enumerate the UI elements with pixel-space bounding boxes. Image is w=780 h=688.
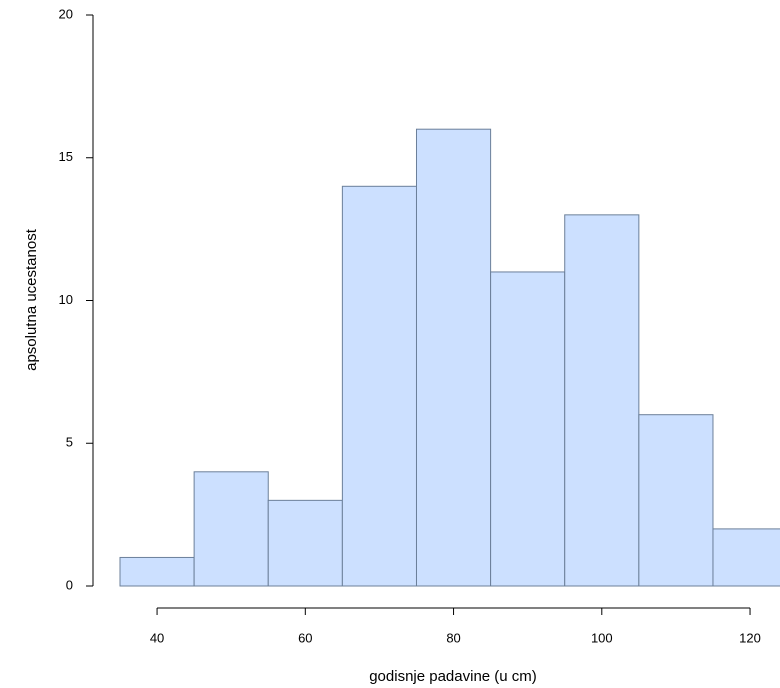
y-tick-label: 20 [59,6,73,21]
x-tick-label: 40 [150,630,164,645]
x-tick-label: 120 [739,630,761,645]
y-tick-label: 5 [66,435,73,450]
bar [415,128,492,587]
bar [638,414,714,587]
x-tick-label: 100 [591,630,613,645]
x-tick-label: 80 [446,630,460,645]
bar [193,471,269,587]
y-tick-label: 10 [59,292,73,307]
bar [712,528,780,587]
bar [564,214,640,587]
bar [490,271,566,587]
x-tick-label: 60 [298,630,312,645]
y-tick-label: 0 [66,577,73,592]
bar [341,185,417,587]
x-axis-label: godisnje padavine (u cm) [369,668,537,685]
bar [267,499,343,587]
y-tick-label: 15 [59,149,73,164]
y-axis-label: apsolutna ucestanost [23,228,40,371]
bar [119,556,195,587]
